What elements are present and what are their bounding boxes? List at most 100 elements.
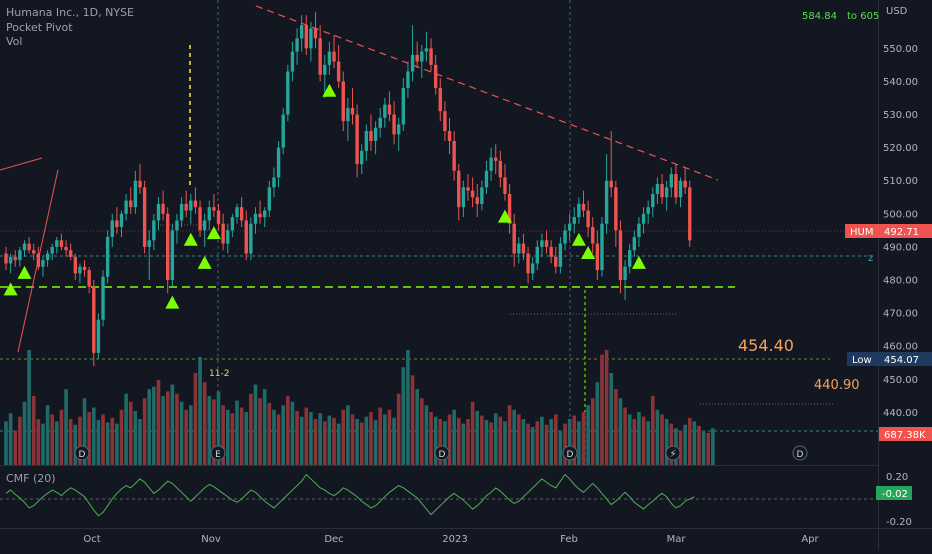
volume-bar <box>577 421 581 465</box>
candle-body <box>609 180 613 188</box>
candle-body <box>350 107 355 115</box>
volume-bar <box>55 421 59 465</box>
volume-bar <box>142 398 147 465</box>
volume-bar <box>618 398 623 465</box>
candle-body <box>309 28 313 49</box>
volume-bar <box>27 350 31 465</box>
candle-body <box>336 61 341 82</box>
volume-bar <box>572 415 577 465</box>
volume-bar <box>355 419 359 465</box>
price-axis-unit: USD <box>886 6 908 17</box>
cmf-value-badge <box>876 486 912 500</box>
volume-bar <box>498 416 503 465</box>
event-marker-label: E <box>215 450 221 460</box>
hum-price-label: 492.71 <box>884 227 919 238</box>
low-price-badge <box>847 352 932 366</box>
candle-body <box>632 236 637 251</box>
time-tick-label: Oct <box>83 534 100 545</box>
volume-bar <box>697 425 701 465</box>
volume-bar <box>669 423 674 465</box>
volume-bar <box>535 421 540 465</box>
low-price-label: 454.07 <box>884 355 919 366</box>
indicator-pocket-pivot[interactable]: Pocket Pivot <box>6 20 73 34</box>
volume-bar <box>664 419 669 465</box>
candle-body <box>59 240 64 247</box>
indicator-volume[interactable]: Vol <box>6 35 23 48</box>
candle-body <box>64 246 68 251</box>
candle-body <box>133 180 138 208</box>
candle-body <box>401 88 406 125</box>
candle-body <box>373 127 378 141</box>
volume-bar <box>517 414 521 465</box>
candle-body <box>397 124 401 135</box>
candle-body <box>466 187 470 191</box>
candle-body <box>674 174 678 198</box>
level-annotation: 454.40 <box>738 336 794 355</box>
volume-bar <box>433 416 438 465</box>
hum-price-badge <box>845 224 932 238</box>
volume-bar <box>678 430 683 465</box>
pocket-pivot-triangle <box>631 255 646 269</box>
volume-bar <box>660 414 664 465</box>
volume-bar <box>41 423 45 465</box>
candle-body <box>332 51 336 62</box>
volume-bar <box>253 384 258 465</box>
volume-bar <box>133 410 138 465</box>
candle-body <box>549 246 553 257</box>
event-marker-label: D <box>797 450 804 460</box>
volume-bar <box>87 412 91 465</box>
candle-body <box>156 203 161 221</box>
candle-body <box>461 187 466 208</box>
time-tick-label: Mar <box>667 534 687 545</box>
volume-bar <box>8 413 13 465</box>
symbol-title[interactable]: Humana Inc., 1D, NYSE <box>6 6 135 19</box>
volume-bar <box>396 393 401 465</box>
candle-body <box>41 260 45 267</box>
volume-bar <box>189 405 193 465</box>
red-trendline <box>0 157 43 171</box>
pocket-pivot-triangle <box>206 226 221 240</box>
volume-bar <box>73 424 78 465</box>
candle-body <box>281 114 285 148</box>
candle-body <box>544 240 549 247</box>
event-marker-circle <box>434 445 450 461</box>
volume-bar <box>193 373 198 465</box>
level-annotation: 440.90 <box>814 378 860 393</box>
volume-bar <box>101 414 105 465</box>
volume-bar <box>364 416 369 465</box>
chart-legend: Humana Inc., 1D, NYSE Pocket Pivot Vol <box>6 6 134 50</box>
candle-body <box>484 170 489 188</box>
volume-bar <box>31 396 36 465</box>
candle-body <box>623 266 627 281</box>
volume-bar <box>36 419 41 465</box>
pocket-pivot-triangle <box>3 282 18 296</box>
volume-bar <box>415 389 419 465</box>
candle-body <box>152 220 156 241</box>
candle-body <box>8 256 13 264</box>
volume-bar <box>641 416 646 465</box>
volume-bar <box>286 396 290 465</box>
candle-body <box>119 213 124 228</box>
volume-bar <box>429 412 433 465</box>
volume-bar <box>392 417 396 465</box>
volume-bar <box>309 412 313 465</box>
candle-body <box>193 200 198 208</box>
candle-body <box>489 157 493 171</box>
candle-body <box>55 240 59 247</box>
volume-bar <box>299 416 304 465</box>
volume-bar <box>369 412 373 465</box>
candle-body <box>313 28 318 39</box>
candle-body <box>383 104 387 118</box>
price-tick-label: 460.00 <box>883 342 918 353</box>
candle-body <box>581 203 586 211</box>
volume-bar <box>341 409 346 465</box>
cmf-indicator-label[interactable]: CMF (20) <box>6 472 56 485</box>
volume-bar <box>82 398 87 465</box>
candle-body <box>212 207 216 211</box>
candle-body <box>299 25 304 39</box>
candle-body <box>600 223 604 271</box>
volume-bar <box>692 421 697 465</box>
volume-bar <box>327 415 332 465</box>
